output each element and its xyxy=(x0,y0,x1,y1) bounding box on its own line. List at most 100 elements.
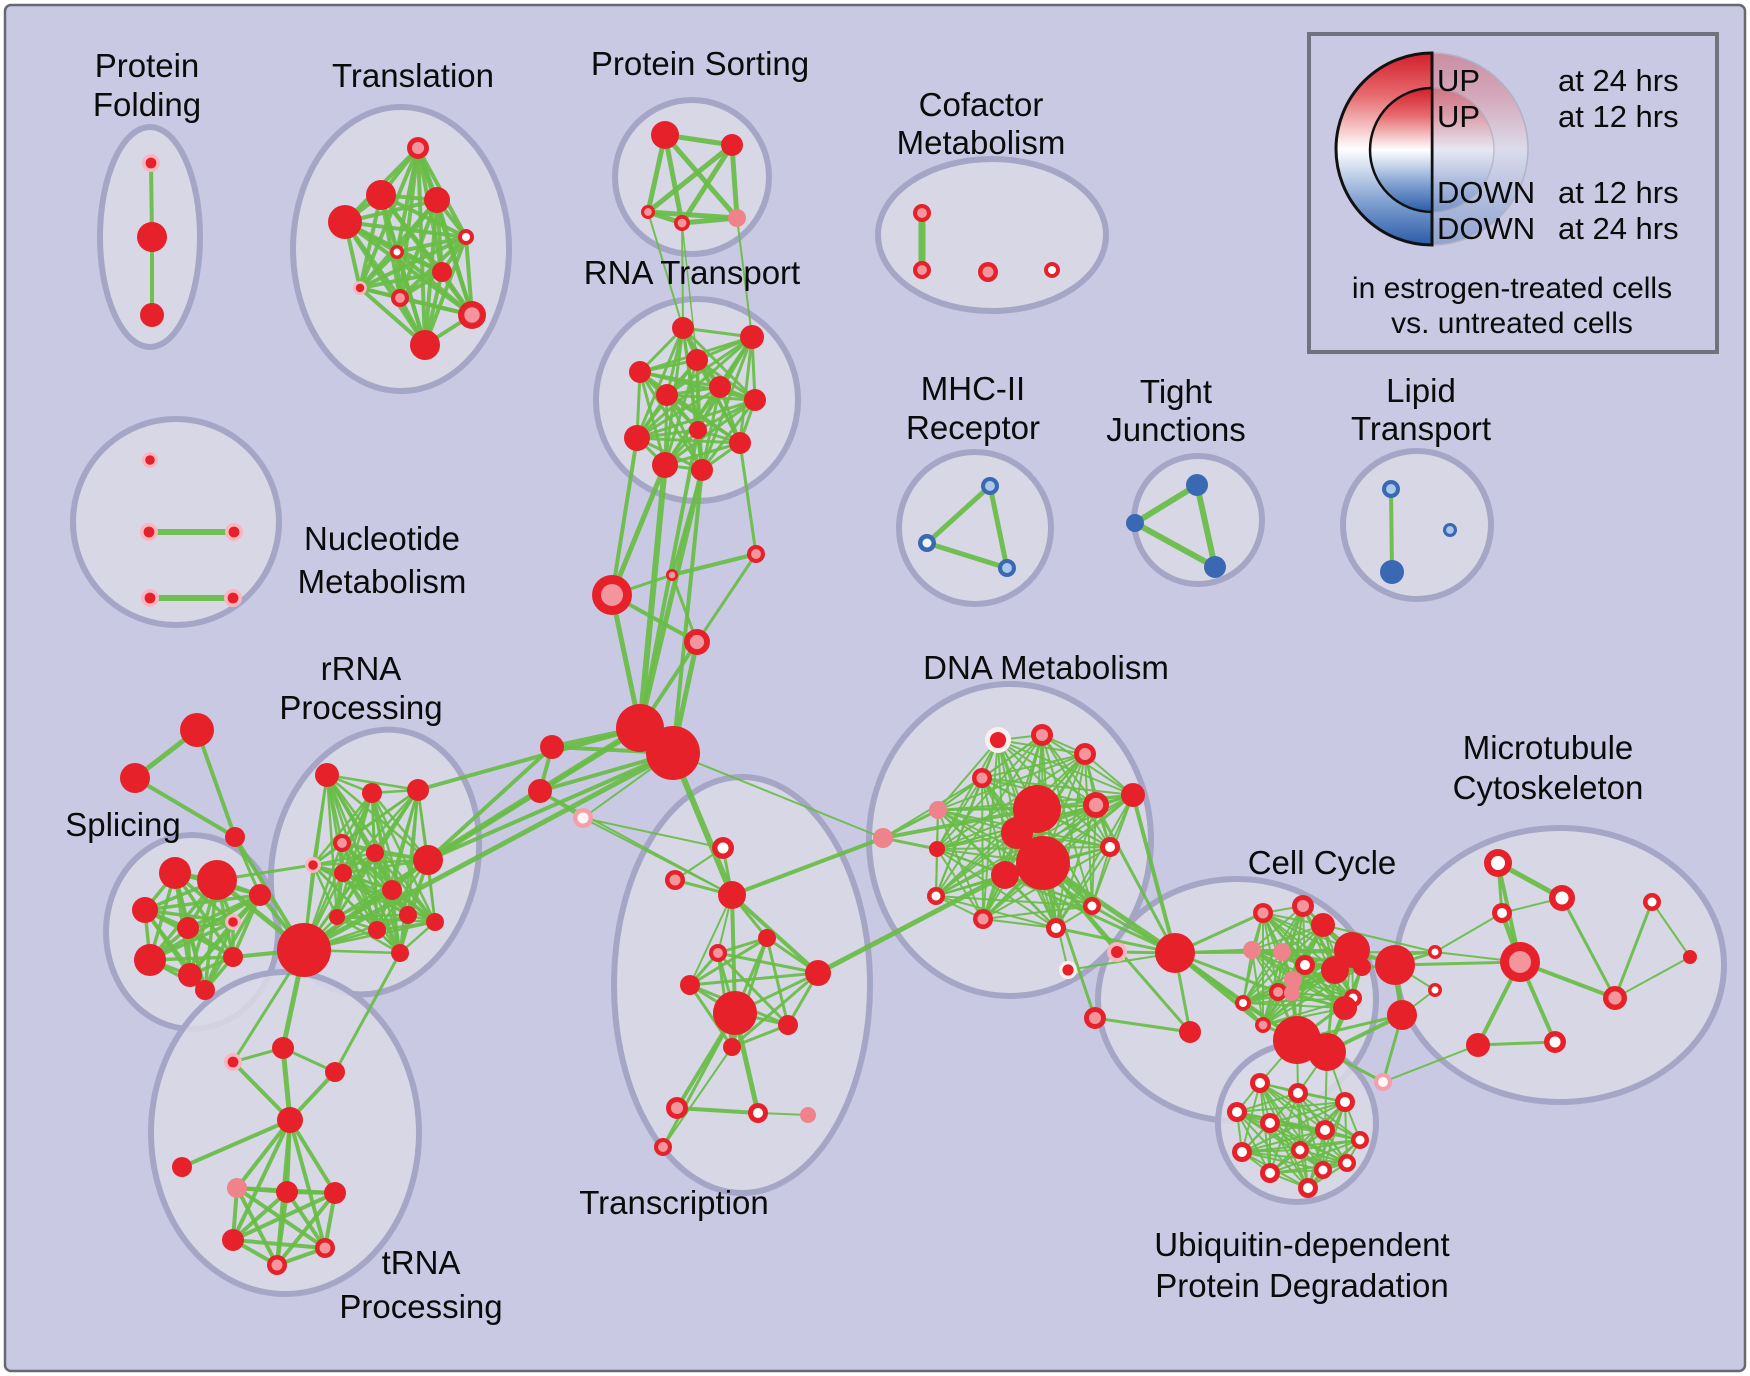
legend-footer-line2: vs. untreated cells xyxy=(1391,307,1633,340)
gene-node-dm5 xyxy=(929,801,947,819)
gene-node-dm13 xyxy=(991,861,1019,889)
interaction-edge xyxy=(311,851,377,867)
gene-node-tn2 xyxy=(272,1037,294,1059)
gene-node-sp5 xyxy=(134,944,166,976)
interaction-edge xyxy=(679,142,735,226)
gene-node-rr13 xyxy=(329,909,345,925)
gene-node-cf1-center xyxy=(917,208,927,218)
gene-node-tx4 xyxy=(758,929,776,947)
gene-node-dm20-center xyxy=(1088,1011,1102,1025)
interaction-edge xyxy=(688,936,769,987)
gene-node-ub13-center xyxy=(1303,1183,1313,1193)
cluster-ellipse-transcription xyxy=(611,774,873,1196)
gene-node-tn4 xyxy=(277,1107,303,1133)
interaction-edge xyxy=(688,983,734,1049)
interaction-edge xyxy=(679,215,740,226)
gene-node-rr11 xyxy=(368,921,386,939)
gene-node-md3-center xyxy=(577,812,589,824)
interaction-edge xyxy=(1393,960,1522,967)
gene-node-dm18-center xyxy=(1111,946,1123,958)
interaction-edge xyxy=(1093,1016,1192,1034)
gene-node-dm7 xyxy=(1001,817,1033,849)
gene-node-sp8 xyxy=(223,947,243,967)
gene-node-dm19-center xyxy=(1062,964,1074,976)
gene-node-tx14-center xyxy=(658,1142,668,1152)
gene-node-rt12 xyxy=(691,459,713,481)
cluster-label-translation: Translation xyxy=(332,57,494,94)
gene-node-tn7 xyxy=(276,1181,298,1203)
gene-node-cc2-center xyxy=(1296,899,1310,913)
interaction-edge xyxy=(672,752,884,839)
gene-node-dm10 xyxy=(1121,783,1145,807)
gene-node-tn11-center xyxy=(271,1259,283,1271)
gene-node-cn6 xyxy=(646,726,700,780)
gene-node-cn2-center xyxy=(751,549,761,559)
gene-node-ps2 xyxy=(721,134,743,156)
interaction-edge xyxy=(1242,979,1294,1004)
interaction-edge xyxy=(1054,926,1177,955)
cluster-label-rna-transport: RNA Transport xyxy=(584,254,800,291)
gene-node-tj1 xyxy=(1186,474,1208,496)
cluster-label-lipid-transport: Lipid Transport xyxy=(1351,372,1491,447)
gene-node-mt12 xyxy=(1375,945,1415,985)
interaction-edge xyxy=(647,211,684,329)
cluster-label-mhc-ii-receptor: MHC-II Receptor xyxy=(906,370,1040,446)
interaction-edge xyxy=(1251,905,1304,951)
interaction-edge xyxy=(231,1238,327,1250)
gene-node-pf2 xyxy=(137,222,167,252)
gene-node-tj3 xyxy=(1204,556,1226,578)
gene-node-dm12 xyxy=(929,841,945,857)
interaction-edge xyxy=(681,222,698,361)
gene-node-dm15-center xyxy=(977,913,989,925)
gene-node-ub2-center xyxy=(1293,1088,1303,1098)
gene-node-rt6 xyxy=(744,389,766,411)
legend: UP at 24 hrs UP at 12 hrs DOWN at 12 hrs… xyxy=(1307,32,1719,354)
interaction-edge xyxy=(311,791,374,867)
interaction-edge xyxy=(936,777,983,850)
gene-node-cc7-center xyxy=(1300,960,1310,970)
interaction-edge xyxy=(924,483,993,546)
legend-up-12-time: at 12 hrs xyxy=(1558,99,1679,134)
interaction-edge xyxy=(716,951,790,1027)
gene-node-tx6 xyxy=(680,975,700,995)
gene-node-rt9 xyxy=(624,425,650,451)
gene-node-rt3 xyxy=(629,361,651,383)
legend-footer-line1: in estrogen-treated cells xyxy=(1352,272,1672,305)
interaction-edge xyxy=(1269,1139,1361,1174)
interaction-edge xyxy=(1251,949,1264,1026)
interaction-edge xyxy=(662,1046,733,1148)
interaction-edge xyxy=(231,1118,292,1242)
gene-node-md2 xyxy=(528,779,552,803)
interaction-edge xyxy=(1091,846,1111,907)
gene-node-ub9-center xyxy=(1265,1168,1275,1178)
gene-node-rr15 xyxy=(426,913,444,931)
gene-node-tx9 xyxy=(723,1038,741,1056)
interaction-edge xyxy=(700,385,722,472)
interaction-edge xyxy=(1041,734,1111,848)
gene-node-sp1 xyxy=(159,857,191,889)
gene-node-sp10 xyxy=(195,980,215,1000)
gene-node-dm14-center xyxy=(931,891,941,901)
interaction-edge xyxy=(1094,803,1177,955)
interaction-edge xyxy=(1242,997,1354,1004)
interaction-edge xyxy=(1299,1139,1361,1151)
gene-node-ub8-center xyxy=(1237,1147,1247,1157)
interaction-edge xyxy=(1322,924,1436,953)
interaction-edge xyxy=(665,335,754,397)
gene-node-tn9 xyxy=(222,1229,244,1251)
gene-node-ub7-center xyxy=(1355,1135,1365,1145)
interaction-edge xyxy=(936,848,1057,929)
gene-node-sp6 xyxy=(178,963,202,987)
gene-node-mt8 xyxy=(1466,1033,1490,1057)
gene-node-lp2 xyxy=(1380,560,1404,584)
interaction-edge xyxy=(1131,793,1177,955)
gene-node-rt7 xyxy=(656,384,678,406)
interaction-edge xyxy=(358,235,468,290)
gene-node-dm22 xyxy=(1179,1021,1201,1043)
interaction-edge xyxy=(1132,482,1200,526)
interaction-edge xyxy=(935,895,1057,929)
interaction-edge xyxy=(635,335,754,440)
interaction-edge xyxy=(935,777,983,897)
gene-node-t9-center xyxy=(395,293,405,303)
